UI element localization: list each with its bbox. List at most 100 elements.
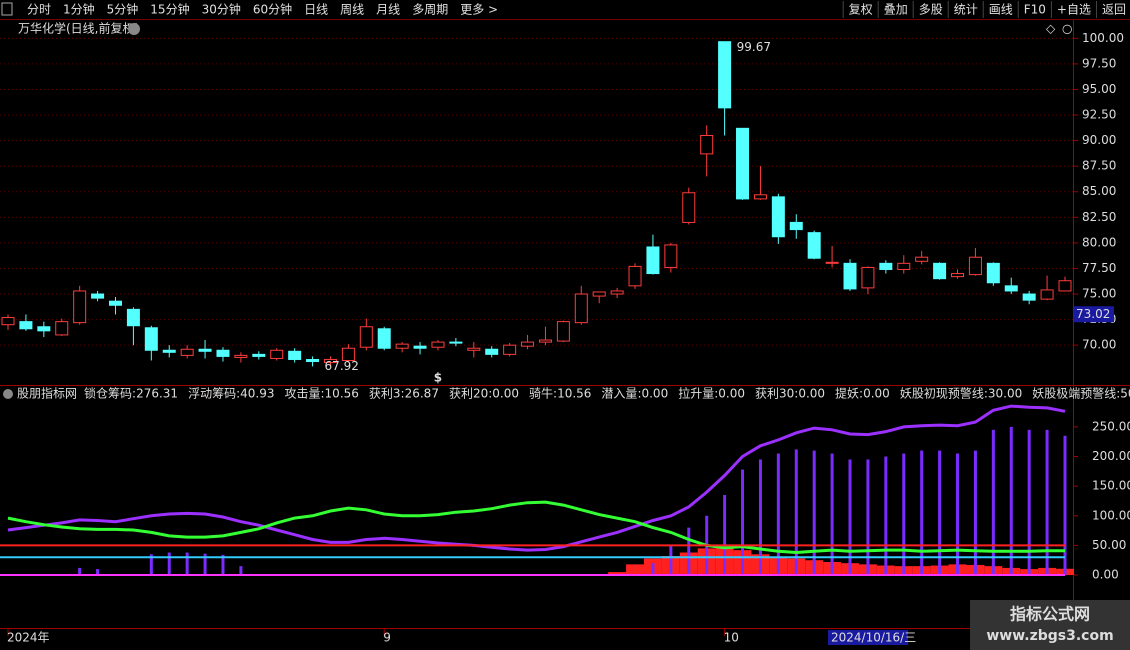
legend-value: 276.31 xyxy=(136,387,178,401)
y-tick-label: 0.00 xyxy=(1092,568,1119,582)
candle-body xyxy=(306,358,320,363)
y-tick-label: 50.00 xyxy=(1092,538,1126,552)
legend-sep: : xyxy=(859,387,863,401)
candle-body xyxy=(359,326,373,348)
legend-sep: : xyxy=(132,387,136,401)
candle-body xyxy=(736,127,750,200)
indicator-bar xyxy=(1063,435,1067,576)
candle-body xyxy=(592,291,606,297)
toolbar-tab[interactable]: 月线 xyxy=(376,3,400,17)
candle-body xyxy=(646,246,660,275)
watermark-url: www.zbgs3.com xyxy=(986,628,1113,644)
legend-value: 10.56 xyxy=(325,387,359,401)
candle-body xyxy=(323,358,337,364)
indicator-bar xyxy=(78,567,82,576)
candle-body xyxy=(789,221,803,231)
toolbar-button[interactable]: 多股 xyxy=(919,3,943,17)
candle-body xyxy=(521,341,535,347)
legend-sep: : xyxy=(984,387,988,401)
candle-body xyxy=(556,321,570,342)
candle-body xyxy=(270,349,284,359)
candle-body xyxy=(538,339,552,343)
title-menu-icon[interactable] xyxy=(128,23,140,35)
candle-body xyxy=(843,262,857,290)
y-tick-label: 92.50 xyxy=(1082,108,1116,122)
indicator-bar xyxy=(626,564,644,576)
cursor-date-box xyxy=(828,630,908,645)
toolbar-button[interactable]: F10 xyxy=(1024,3,1046,17)
legend-name: 拉升量 xyxy=(678,386,714,401)
cursor-date: 2024/10/16/三 xyxy=(831,631,916,645)
candle-body xyxy=(341,347,355,361)
indicator-bar xyxy=(848,459,852,576)
indicator-bar xyxy=(1009,426,1013,576)
toolbar-tab[interactable]: 更多 > xyxy=(460,3,498,17)
y-tick-label: 250.00 xyxy=(1092,419,1130,433)
indicator-bar xyxy=(687,527,691,576)
indicator-bar xyxy=(866,459,870,576)
toolbar-button[interactable]: 叠加 xyxy=(884,3,908,17)
toolbar-icon[interactable] xyxy=(1,2,13,16)
legend-sep: : xyxy=(553,387,557,401)
indicator-bar xyxy=(149,554,153,576)
indicator-bar xyxy=(651,563,655,576)
toolbar-tab[interactable]: 周线 xyxy=(340,3,364,17)
indicator-bar xyxy=(96,569,100,576)
legend-value: 40.93 xyxy=(240,387,274,401)
toolbar-tab[interactable]: 多周期 xyxy=(412,3,448,17)
candle-body xyxy=(1040,289,1054,300)
y-tick-label: 90.00 xyxy=(1082,133,1116,147)
toolbar-tab[interactable]: 15分钟 xyxy=(150,2,189,17)
y-tick-label: 150.00 xyxy=(1092,479,1130,493)
chart-title: 万华化学(日线,前复权) xyxy=(18,21,139,36)
legend-sep: : xyxy=(714,387,718,401)
candle-body xyxy=(574,293,588,324)
candle-body xyxy=(610,290,624,295)
indicator-bar xyxy=(221,554,225,576)
toolbar-button[interactable]: 复权 xyxy=(849,3,873,17)
toolbar-button[interactable]: +自选 xyxy=(1057,3,1091,17)
indicator-bar xyxy=(902,453,906,576)
toolbar-tab[interactable]: 日线 xyxy=(304,3,328,17)
indicator-bar xyxy=(608,572,627,576)
candle-body xyxy=(933,262,947,280)
candle-body xyxy=(825,261,839,264)
legend-name: 获利20 xyxy=(449,387,488,401)
x-tick-label: 9 xyxy=(383,631,391,645)
indicator-bar xyxy=(830,453,834,576)
toolbar-tab[interactable]: 30分钟 xyxy=(202,2,241,17)
candle-body xyxy=(718,41,732,109)
legend-name: 骑牛 xyxy=(529,386,553,401)
candle-body xyxy=(1004,285,1018,292)
panel-diamond: ◇ xyxy=(1046,22,1056,36)
legend-value: 0.00 xyxy=(718,387,745,401)
y-tick-label: 200.00 xyxy=(1092,449,1130,463)
indicator-menu-icon[interactable] xyxy=(3,389,13,399)
legend-name: 获利3 xyxy=(369,387,401,401)
toolbar-button[interactable]: 画线 xyxy=(989,3,1013,17)
y-tick-label: 82.50 xyxy=(1082,210,1116,224)
candle-body xyxy=(252,353,266,357)
toolbar-tab[interactable]: 5分钟 xyxy=(107,2,139,17)
indicator-bar xyxy=(669,545,673,576)
indicator-bar xyxy=(758,459,762,576)
toolbar-button[interactable]: 返回 xyxy=(1102,3,1126,17)
candle-body xyxy=(485,348,499,355)
indicator-bar xyxy=(203,553,207,576)
panel-close: ○ xyxy=(1062,22,1072,36)
indicator-bar xyxy=(812,450,816,576)
candle-body xyxy=(467,347,481,351)
toolbar-button[interactable]: 统计 xyxy=(954,3,978,17)
y-tick-label: 100.00 xyxy=(1092,508,1130,522)
x-tick-label: 2024年 xyxy=(7,631,50,645)
candle-body xyxy=(377,328,391,349)
toolbar-tab[interactable]: 分时 xyxy=(27,3,51,17)
legend-name: 获利30 xyxy=(755,387,794,401)
low-annotation: 67.92 xyxy=(325,359,359,373)
candle-body xyxy=(1022,293,1036,301)
candle-body xyxy=(162,349,176,353)
toolbar-tab[interactable]: 60分钟 xyxy=(253,2,292,17)
candle-body xyxy=(503,344,517,355)
toolbar-tab[interactable]: 1分钟 xyxy=(63,2,95,17)
legend-sep: : xyxy=(1116,387,1120,401)
